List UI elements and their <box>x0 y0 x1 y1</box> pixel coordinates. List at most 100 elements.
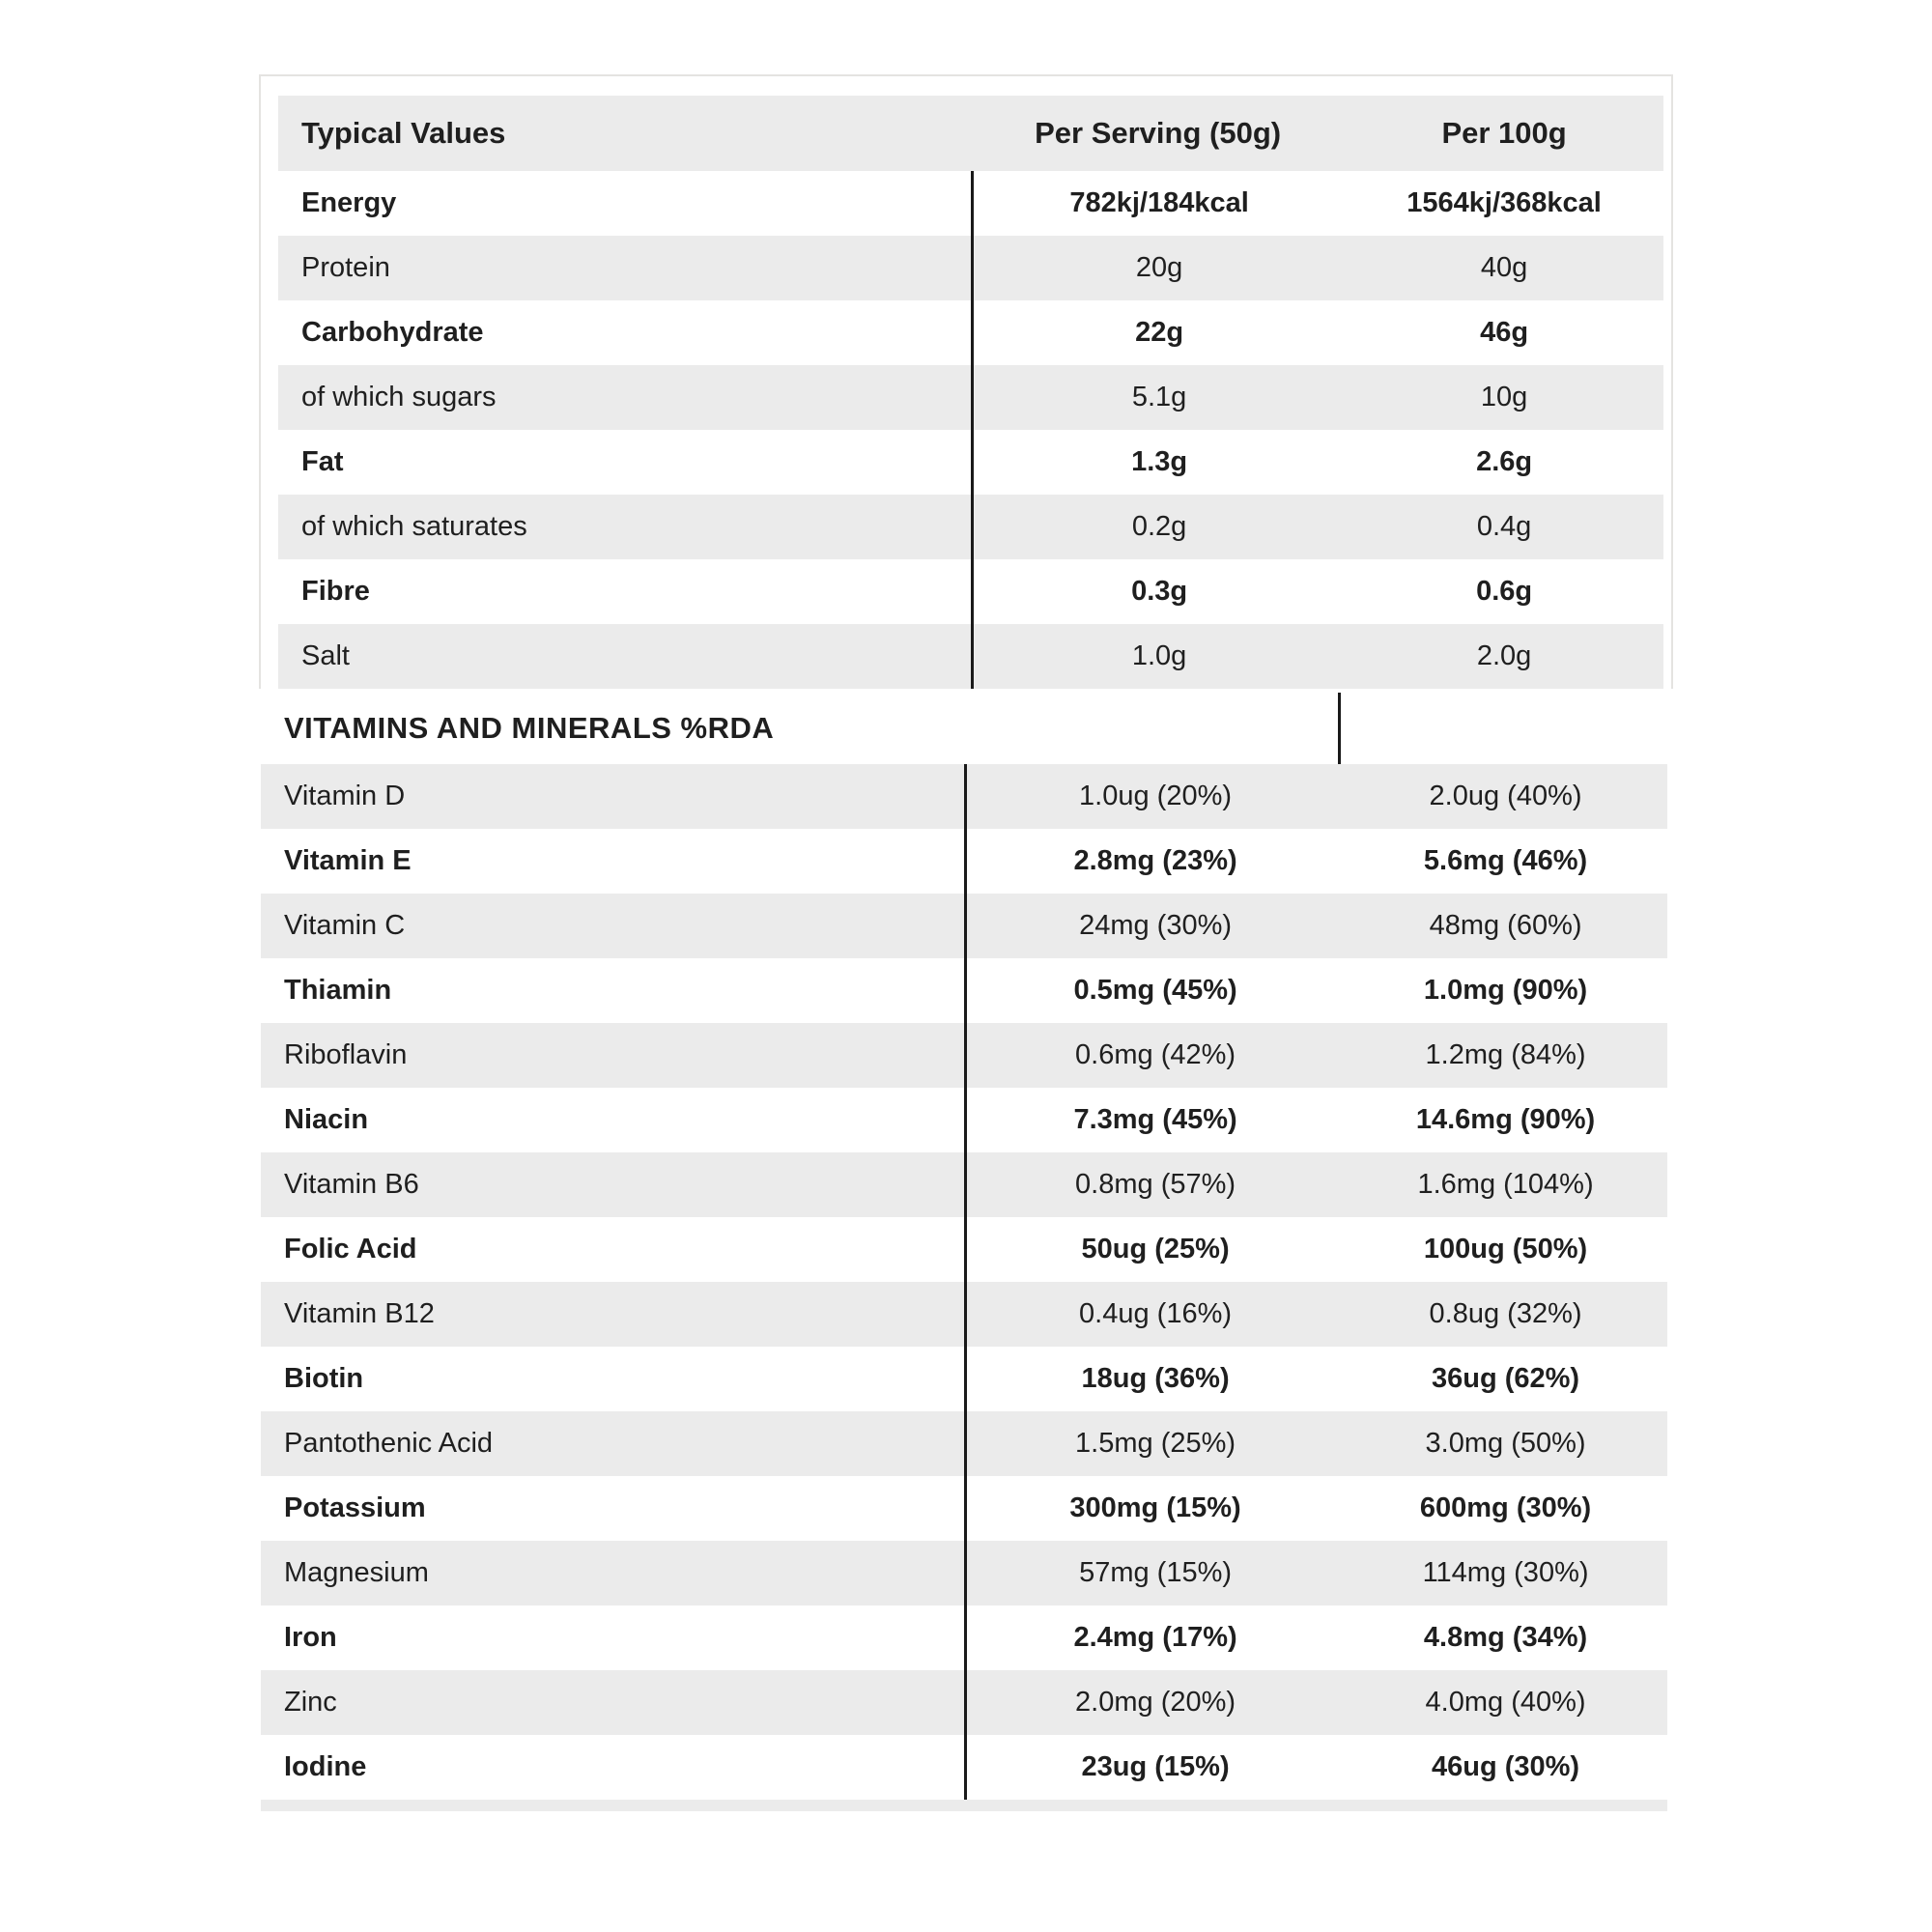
per-100g-value: 46ug (30%) <box>1431 1751 1580 1782</box>
row-label: Fibre <box>301 576 370 607</box>
row-label: Vitamin E <box>284 845 412 876</box>
per-100g-value: 48mg (60%) <box>1429 910 1582 941</box>
per-serving-value: 50ug (25%) <box>964 1217 1344 1282</box>
table-row: Zinc 2.0mg (20%) 4.0mg (40%) <box>261 1670 1667 1735</box>
per-100g-value: 4.0mg (40%) <box>1425 1687 1586 1718</box>
table-row: of which saturates 0.2g 0.4g <box>278 495 1663 559</box>
per-serving-value: 1.0ug (20%) <box>964 764 1344 829</box>
per-100g-value: 1.0mg (90%) <box>1423 975 1588 1006</box>
table-row: Biotin 18ug (36%) 36ug (62%) <box>261 1347 1667 1411</box>
per-serving-value: 23ug (15%) <box>964 1735 1344 1800</box>
table-row: Fat 1.3g 2.6g <box>278 430 1663 495</box>
table-row: Vitamin C 24mg (30%) 48mg (60%) <box>261 894 1667 958</box>
row-label: Iron <box>284 1622 337 1653</box>
per-100g-value: 0.8ug (32%) <box>1429 1298 1582 1329</box>
table-row: Energy 782kj/184kcal 1564kj/368kcal <box>278 171 1663 236</box>
row-label: Carbohydrate <box>301 317 484 348</box>
per-serving-value: 300mg (15%) <box>964 1476 1344 1541</box>
table-row: Vitamin E 2.8mg (23%) 5.6mg (46%) <box>261 829 1667 894</box>
table-row: Fibre 0.3g 0.6g <box>278 559 1663 624</box>
row-label: Protein <box>301 252 390 283</box>
table-row: Vitamin B6 0.8mg (57%) 1.6mg (104%) <box>261 1152 1667 1217</box>
vitamins-minerals-header-row: VITAMINS AND MINERALS %RDA <box>261 693 1667 764</box>
per-serving-value: 0.8mg (57%) <box>964 1152 1344 1217</box>
row-label: of which saturates <box>301 511 527 542</box>
per-100g-value: 2.0ug (40%) <box>1429 781 1582 811</box>
row-label: Zinc <box>284 1687 337 1718</box>
vitamins-minerals-table: VITAMINS AND MINERALS %RDA Vitamin D 1.0u… <box>261 693 1667 1811</box>
per-serving-value: 1.5mg (25%) <box>964 1411 1344 1476</box>
per-serving-value: 57mg (15%) <box>964 1541 1344 1605</box>
per-serving-value: 782kj/184kcal <box>971 171 1345 236</box>
table-row: Thiamin 0.5mg (45%) 1.0mg (90%) <box>261 958 1667 1023</box>
per-serving-value: 0.6mg (42%) <box>964 1023 1344 1088</box>
typical-values-table: Typical Values Per Serving (50g) Per 100… <box>259 74 1673 689</box>
per-serving-value: 0.5mg (45%) <box>964 958 1344 1023</box>
row-label: Folic Acid <box>284 1234 417 1264</box>
per-serving-value: 1.0g <box>971 624 1345 689</box>
row-label: Iodine <box>284 1751 367 1782</box>
per-100g-value: 10g <box>1480 382 1528 412</box>
vitamins-minerals-heading: VITAMINS AND MINERALS %RDA <box>284 711 775 745</box>
per-serving-value: 18ug (36%) <box>964 1347 1344 1411</box>
per-100g-value: 3.0mg (50%) <box>1425 1428 1586 1459</box>
table-row: Potassium 300mg (15%) 600mg (30%) <box>261 1476 1667 1541</box>
per-100g-value: 0.6g <box>1476 576 1533 607</box>
per-100g-value: 600mg (30%) <box>1419 1492 1592 1523</box>
per-100g-value: 1.2mg (84%) <box>1425 1039 1586 1070</box>
per-100g-value: 5.6mg (46%) <box>1423 845 1588 876</box>
table-row: of which sugars 5.1g 10g <box>278 365 1663 430</box>
table-row: Niacin 7.3mg (45%) 14.6mg (90%) <box>261 1088 1667 1152</box>
row-label: Energy <box>301 187 397 218</box>
per-100g-header: Per 100g <box>1441 116 1567 150</box>
row-label: Potassium <box>284 1492 426 1523</box>
header-column-divider <box>1338 693 1342 764</box>
per-100g-value: 2.0g <box>1476 640 1532 671</box>
per-serving-value: 0.4ug (16%) <box>964 1282 1344 1347</box>
per-100g-value: 100ug (50%) <box>1423 1234 1588 1264</box>
row-label: Vitamin C <box>284 910 406 941</box>
table-row: Vitamin D 1.0ug (20%) 2.0ug (40%) <box>261 764 1667 829</box>
typical-values-header: Typical Values <box>301 116 506 150</box>
row-label: Vitamin D <box>284 781 406 811</box>
row-label: Niacin <box>284 1104 369 1135</box>
per-100g-value: 2.6g <box>1476 446 1533 477</box>
table-row: Magnesium 57mg (15%) 114mg (30%) <box>261 1541 1667 1605</box>
per-serving-value: 5.1g <box>971 365 1345 430</box>
per-100g-value: 114mg (30%) <box>1422 1557 1589 1588</box>
per-serving-value: 2.4mg (17%) <box>964 1605 1344 1670</box>
per-serving-value: 2.0mg (20%) <box>964 1670 1344 1735</box>
per-serving-value: 1.3g <box>971 430 1345 495</box>
table-row: Pantothenic Acid 1.5mg (25%) 3.0mg (50%) <box>261 1411 1667 1476</box>
row-label: Thiamin <box>284 975 392 1006</box>
per-serving-value: 0.3g <box>971 559 1345 624</box>
per-serving-header: Per Serving (50g) <box>1035 116 1282 150</box>
per-serving-value: 2.8mg (23%) <box>964 829 1344 894</box>
per-100g-value: 4.8mg (34%) <box>1423 1622 1588 1653</box>
per-100g-value: 40g <box>1480 252 1528 283</box>
per-serving-value: 20g <box>971 236 1345 300</box>
table-row: Riboflavin 0.6mg (42%) 1.2mg (84%) <box>261 1023 1667 1088</box>
per-serving-value: 22g <box>971 300 1345 365</box>
per-serving-value: 0.2g <box>971 495 1345 559</box>
table-row: Vitamin B12 0.4ug (16%) 0.8ug (32%) <box>261 1282 1667 1347</box>
row-label: Vitamin B6 <box>284 1169 419 1200</box>
row-label: Vitamin B12 <box>284 1298 435 1329</box>
table-row: Iodine 23ug (15%) 46ug (30%) <box>261 1735 1667 1800</box>
row-label: Riboflavin <box>284 1039 408 1070</box>
typical-values-header-row: Typical Values Per Serving (50g) Per 100… <box>278 96 1663 171</box>
row-label: Biotin <box>284 1363 364 1394</box>
table-row: Iron 2.4mg (17%) 4.8mg (34%) <box>261 1605 1667 1670</box>
per-serving-value: 7.3mg (45%) <box>964 1088 1344 1152</box>
vitamins-minerals-rows: Vitamin D 1.0ug (20%) 2.0ug (40%) Vitamin E… <box>261 764 1667 1800</box>
clipped-row-sliver <box>261 1800 1667 1811</box>
table-row: Carbohydrate 22g 46g <box>278 300 1663 365</box>
per-100g-value: 14.6mg (90%) <box>1415 1104 1596 1135</box>
per-100g-value: 1564kj/368kcal <box>1406 187 1602 218</box>
per-100g-value: 46g <box>1480 317 1529 348</box>
per-100g-value: 0.4g <box>1476 511 1532 542</box>
per-100g-value: 36ug (62%) <box>1431 1363 1580 1394</box>
row-label: Pantothenic Acid <box>284 1428 494 1459</box>
typical-values-rows: Energy 782kj/184kcal 1564kj/368kcal Protein… <box>278 171 1663 689</box>
